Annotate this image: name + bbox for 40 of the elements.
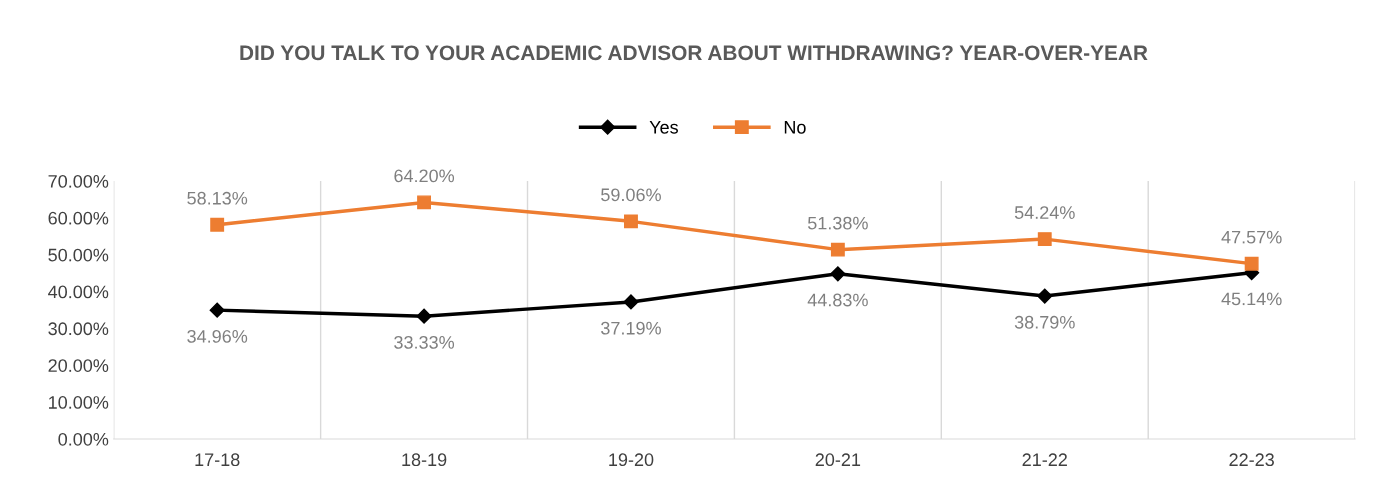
x-tick-label: 22-23: [1229, 453, 1274, 467]
y-tick-label: 70.00%: [48, 174, 109, 188]
data-label: 33.33%: [394, 335, 455, 349]
data-label: 54.24%: [1014, 206, 1075, 219]
data-label: 51.38%: [807, 216, 868, 230]
y-tick-label: 30.00%: [48, 322, 109, 336]
point: [623, 294, 639, 310]
x-tick-label: 17-18: [195, 453, 240, 467]
point: [624, 214, 638, 229]
chart-title: DID YOU TALK TO YOUR ACADEMIC ADVISOR ABOUT WITHDRAWING? YEAR-OVER-YEAR: [240, 45, 1148, 61]
x-tick-label: 18-19: [402, 453, 447, 467]
data-label: 38.79%: [1014, 315, 1075, 329]
point: [210, 217, 225, 232]
data-label: 37.19%: [601, 321, 661, 335]
x-tick-label: 20-21: [815, 453, 861, 467]
x-tick-label: 21-22: [1022, 453, 1067, 466]
y-tick-label: 50.00%: [48, 248, 109, 262]
y-tick-label: 20.00%: [48, 359, 109, 372]
data-label: 47.57%: [1221, 230, 1282, 244]
y-tick-label: 10.00%: [49, 396, 109, 409]
y-tick-label: 60.00%: [48, 211, 109, 225]
point: [1037, 232, 1052, 247]
point: [209, 302, 225, 318]
data-label: 64.20%: [394, 169, 455, 183]
point: [1244, 256, 1259, 271]
data-label: 34.96%: [187, 329, 248, 343]
point: [416, 308, 432, 324]
data-label: 58.13%: [187, 191, 248, 205]
legend-label: No: [784, 121, 806, 134]
x-tick-label: 19-20: [609, 453, 654, 467]
point: [1037, 288, 1053, 304]
point: [830, 242, 845, 257]
data-label: 45.14%: [1221, 292, 1282, 306]
point: [417, 195, 432, 210]
data-label: 59.06%: [601, 188, 661, 202]
legend-label: Yes: [649, 121, 678, 134]
data-label: 44.83%: [807, 293, 868, 307]
y-tick-label: 0.00%: [58, 432, 109, 446]
point: [830, 266, 846, 282]
y-tick-label: 40.00%: [48, 285, 109, 299]
